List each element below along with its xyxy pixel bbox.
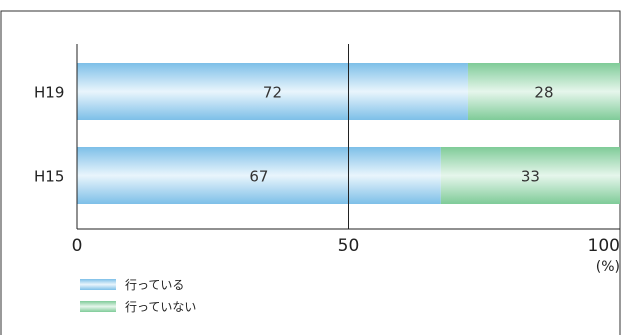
category-label: H15 <box>34 168 64 186</box>
x-unit-label: (%) <box>596 259 620 275</box>
legend-item: 行っていない <box>80 296 196 316</box>
x-tick-label: 50 <box>338 236 360 256</box>
legend: 行っている 行っていない <box>80 274 196 318</box>
legend-swatch-green <box>80 300 116 312</box>
legend-label: 行っていない <box>125 299 197 314</box>
legend-item: 行っている <box>80 274 196 294</box>
bar-segment <box>467 63 620 120</box>
data-label: 72 <box>263 84 282 102</box>
x-tick-label: 100 <box>588 236 620 256</box>
bar-segment <box>440 147 620 204</box>
data-label: 67 <box>249 168 268 186</box>
data-label: 28 <box>534 84 553 102</box>
bar-segment <box>77 147 441 204</box>
x-tick-label: 0 <box>72 236 83 256</box>
category-label: H19 <box>34 84 64 102</box>
bar-segment <box>77 63 468 120</box>
legend-label: 行っている <box>125 277 185 292</box>
plot-area: 72 28 H19 67 33 H15 0 50 100 (%) <box>34 44 620 275</box>
data-label: 33 <box>521 168 540 186</box>
legend-swatch-blue <box>80 278 116 290</box>
